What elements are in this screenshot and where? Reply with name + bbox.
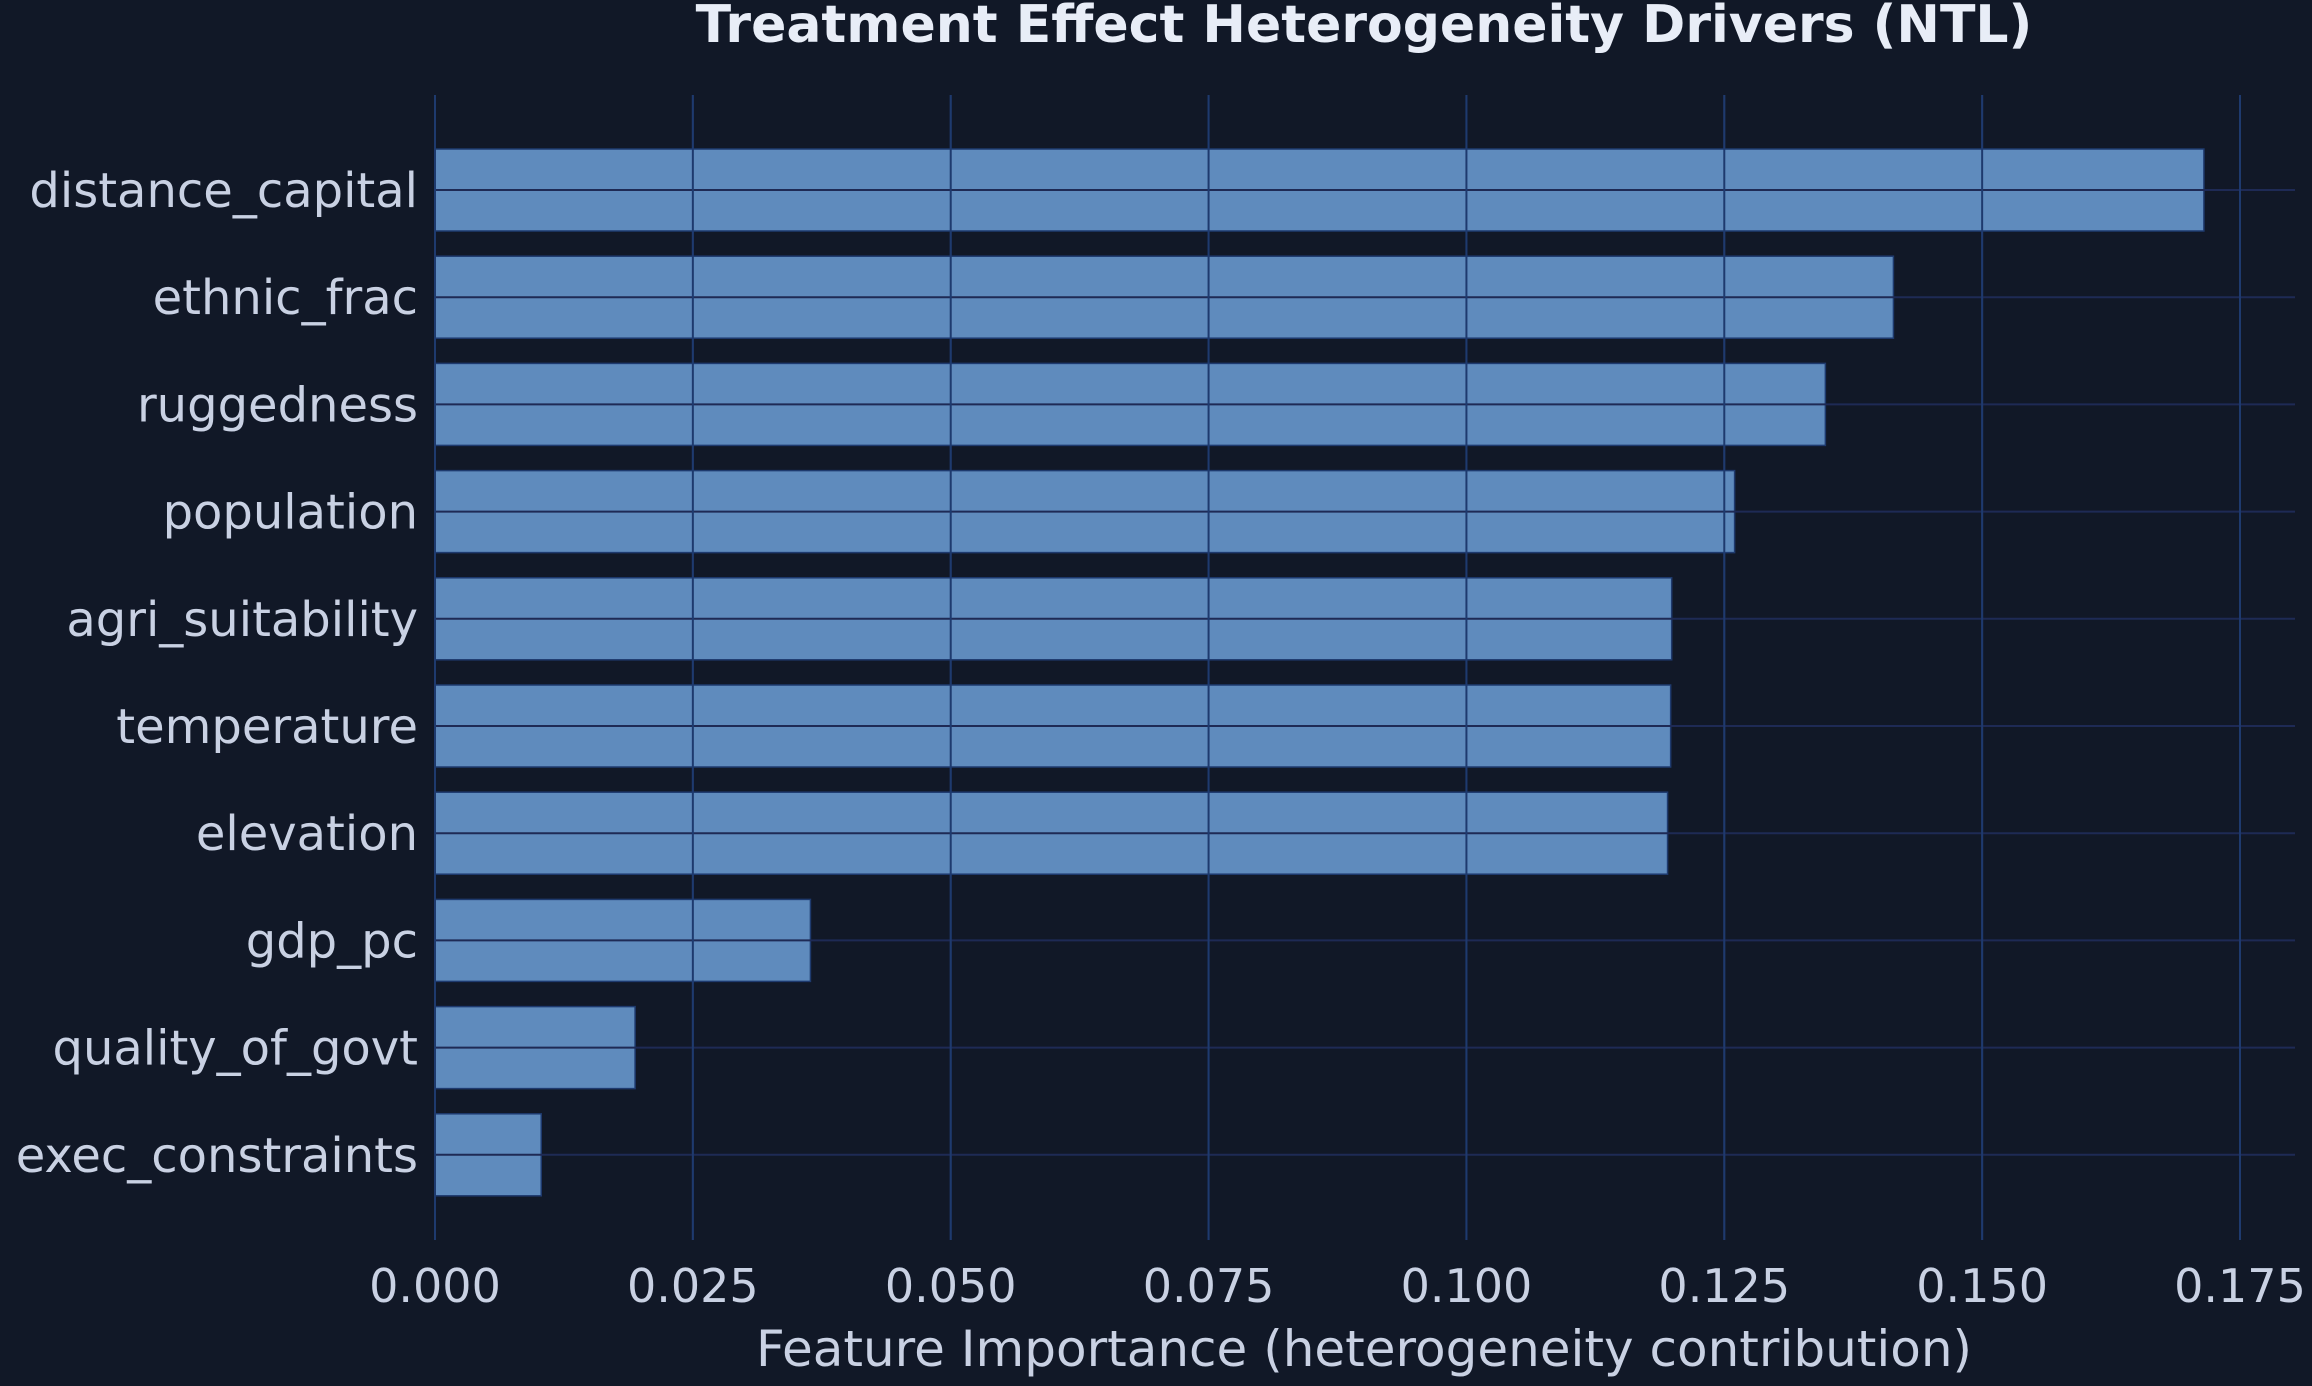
y-tick-label: population (163, 485, 418, 541)
y-tick-label: gdp_pc (246, 913, 418, 969)
y-tick-label: quality_of_govt (52, 1021, 418, 1077)
y-tick-label: ruggedness (137, 377, 418, 433)
y-tick-label: elevation (196, 806, 418, 862)
y-tick-labels: distance_capital ethnic_frac ruggedness pop… (16, 163, 418, 1184)
x-tick-label: 0.025 (627, 1259, 759, 1313)
x-tick-label: 0.000 (369, 1259, 501, 1313)
x-tick-label: 0.050 (885, 1259, 1017, 1313)
x-tick-label: 0.175 (2174, 1259, 2306, 1313)
y-tick-label: temperature (116, 699, 418, 755)
chart-title: Treatment Effect Heterogeneity Drivers (… (696, 0, 2033, 55)
y-tick-label: agri_suitability (66, 592, 418, 648)
y-tick-label: distance_capital (29, 163, 418, 219)
x-tick-labels: 0.000 0.025 0.050 0.075 0.100 0.125 0.150 0.175 (369, 1259, 2306, 1313)
hgrid-layer (434, 95, 2295, 1240)
x-tick-label: 0.100 (1401, 1259, 1533, 1313)
x-tick-label: 0.075 (1143, 1259, 1275, 1313)
x-axis-label: Feature Importance (heterogeneity contri… (756, 1320, 1972, 1378)
x-tick-label: 0.125 (1658, 1259, 1790, 1313)
x-tick-label: 0.150 (1916, 1259, 2048, 1313)
y-tick-label: exec_constraints (16, 1128, 418, 1184)
y-tick-label: ethnic_frac (153, 270, 418, 326)
